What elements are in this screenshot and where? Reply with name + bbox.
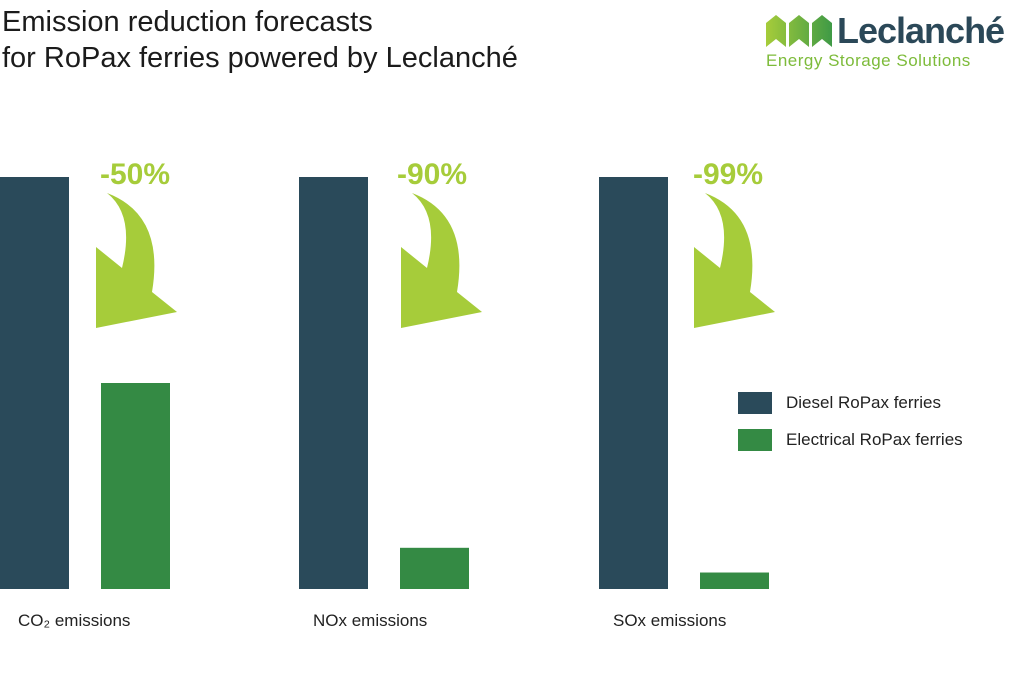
bar-diesel-1 [299, 177, 368, 589]
leclanche-logo-icon [766, 15, 832, 47]
legend-swatch-electric [738, 429, 772, 451]
bar-diesel-0 [0, 177, 69, 589]
reduction-label-1: -90% [397, 158, 467, 191]
bar-electric-1 [400, 547, 469, 589]
logo-name: Leclanché [837, 10, 1005, 51]
title-line-1: Emission reduction forecasts [2, 6, 373, 38]
category-label-1: NOx emissions [313, 611, 427, 630]
bar-electric-0 [101, 383, 170, 589]
bar-diesel-2 [599, 177, 668, 589]
chart-title: Emission reduction forecasts for RoPax f… [2, 4, 518, 76]
bar-electric-2 [700, 572, 769, 589]
logo-tagline: Energy Storage Solutions [766, 51, 971, 70]
legend-item-diesel: Diesel RoPax ferries [738, 392, 941, 414]
legend-swatch-diesel [738, 392, 772, 414]
down-arrow-icon-0 [96, 193, 177, 328]
reduction-label-2: -99% [693, 158, 763, 191]
legend-label-electric: Electrical RoPax ferries [786, 430, 963, 449]
down-arrow-icon-2 [694, 193, 775, 328]
category-label-0: CO₂ emissions [18, 611, 130, 630]
legend-item-electric: Electrical RoPax ferries [738, 429, 963, 451]
legend-label-diesel: Diesel RoPax ferries [786, 393, 941, 412]
category-label-2: SOx emissions [613, 611, 726, 630]
title-line-2: for RoPax ferries powered by Leclanché [2, 42, 518, 74]
reduction-label-0: -50% [100, 158, 170, 191]
down-arrow-icon-1 [401, 193, 482, 328]
